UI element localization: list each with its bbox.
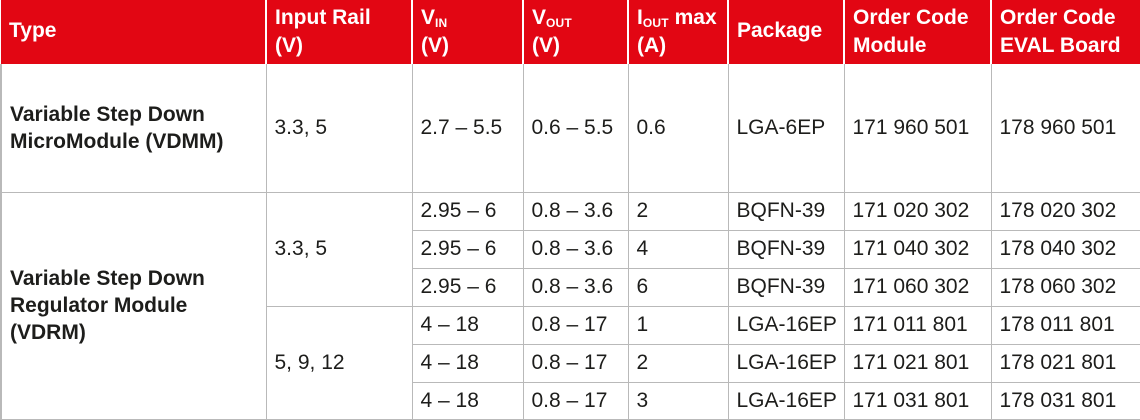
cell-vin: 4 – 18 bbox=[411, 381, 524, 420]
header-line1: Order Code bbox=[1000, 6, 1116, 29]
table-row: 4 – 18 0.8 – 17 3 LGA-16EP 171 031 801 1… bbox=[1, 381, 1140, 420]
cell-vin: 2.7 – 5.5 bbox=[411, 64, 524, 193]
cell-order-code-eval: 178 960 501 bbox=[990, 64, 1140, 193]
cell-order-code-eval: 178 031 801 bbox=[990, 381, 1140, 420]
cell-input-rail: 5, 9, 12 bbox=[265, 305, 413, 420]
header-line1: IOUT max bbox=[637, 6, 717, 31]
cell-input-rail: 3.3, 5 bbox=[265, 64, 413, 193]
cell-package: BQFN-39 bbox=[727, 229, 845, 269]
cell-input-rail: 3.3, 5 bbox=[265, 191, 413, 307]
cell-vin: 4 – 18 bbox=[411, 305, 524, 345]
col-header-iout-max: IOUT max (A) bbox=[627, 0, 728, 64]
header-line2: (V) bbox=[421, 34, 449, 57]
cell-package: LGA-6EP bbox=[727, 64, 845, 193]
header-line2: (V) bbox=[532, 34, 560, 57]
cell-package: LGA-16EP bbox=[727, 381, 845, 420]
cell-type: Variable Step Down MicroModule (VDMM) bbox=[0, 64, 267, 193]
cell-type: Variable Step Down Regulator Module (VDR… bbox=[0, 191, 267, 420]
cell-iout-max: 3 bbox=[627, 381, 729, 420]
cell-package: BQFN-39 bbox=[727, 267, 845, 307]
table-row: Variable Step Down MicroModule (VDMM) 3.… bbox=[0, 64, 1140, 193]
header-line2: Module bbox=[853, 34, 927, 57]
cell-iout-max: 4 bbox=[627, 229, 729, 269]
cell-vout: 0.8 – 3.6 bbox=[522, 267, 629, 307]
header-line1: VOUT bbox=[532, 6, 572, 31]
cell-package: LGA-16EP bbox=[727, 305, 845, 345]
cell-iout-max: 1 bbox=[627, 305, 729, 345]
col-header-input-rail: Input Rail (V) bbox=[265, 0, 412, 64]
table-row: Variable Step Down Regulator Module (VDR… bbox=[0, 191, 1140, 420]
cell-vin: 2.95 – 6 bbox=[411, 229, 524, 269]
header-line2: (V) bbox=[275, 34, 303, 57]
header-line1: Order Code bbox=[853, 6, 969, 29]
cell-order-code-module: 171 021 801 bbox=[843, 343, 992, 383]
table-row: 5, 9, 12 4 – 18 0.8 – 17 1 LGA-16EP 171 … bbox=[1, 305, 1140, 420]
header-line1: Package bbox=[737, 19, 823, 42]
cell-iout-max: 2 bbox=[627, 191, 729, 231]
cell-order-code-module: 171 040 302 bbox=[843, 229, 992, 269]
table-row: 2.95 – 6 0.8 – 3.6 4 BQFN-39 171 040 302… bbox=[1, 229, 1140, 269]
cell-vout: 0.6 – 5.5 bbox=[522, 64, 629, 193]
cell-order-code-eval: 178 021 801 bbox=[990, 343, 1140, 383]
cell-order-code-eval: 178 060 302 bbox=[990, 267, 1140, 307]
cell-vout: 0.8 – 17 bbox=[522, 305, 629, 345]
cell-order-code-eval: 178 020 302 bbox=[990, 191, 1140, 231]
cell-vin: 2.95 – 6 bbox=[411, 191, 524, 231]
cell-order-code-module: 171 060 302 bbox=[843, 267, 992, 307]
col-header-vout: VOUT (V) bbox=[522, 0, 628, 64]
cell-order-code-module: 171 011 801 bbox=[843, 305, 992, 345]
cell-order-code-module: 171 020 302 bbox=[843, 191, 992, 231]
col-header-vin: VIN (V) bbox=[411, 0, 523, 64]
col-header-order-code-eval: Order Code EVAL Board bbox=[990, 0, 1140, 64]
cell-vout: 0.8 – 3.6 bbox=[522, 191, 629, 231]
cell-order-code-module: 171 960 501 bbox=[843, 64, 992, 193]
header-line2: EVAL Board bbox=[1000, 34, 1121, 57]
cell-package: LGA-16EP bbox=[727, 343, 845, 383]
cell-iout-max: 2 bbox=[627, 343, 729, 383]
cell-iout-max: 0.6 bbox=[627, 64, 729, 193]
cell-vout: 0.8 – 17 bbox=[522, 381, 629, 420]
cell-vin: 4 – 18 bbox=[411, 343, 524, 383]
table-row: 4 – 18 0.8 – 17 2 LGA-16EP 171 021 801 1… bbox=[1, 343, 1140, 383]
header-line2: (A) bbox=[637, 34, 667, 57]
header-row: Type Input Rail (V) VIN (V) VOUT (V) IOU… bbox=[1, 0, 1140, 64]
col-header-type: Type bbox=[1, 0, 266, 64]
cell-package: BQFN-39 bbox=[727, 191, 845, 231]
cell-order-code-eval: 178 040 302 bbox=[990, 229, 1140, 269]
cell-order-code-module: 171 031 801 bbox=[843, 381, 992, 420]
header-line1: Input Rail bbox=[275, 6, 371, 29]
cell-order-code-eval: 178 011 801 bbox=[990, 305, 1140, 345]
header-line1: Type bbox=[9, 19, 57, 42]
col-header-order-code-module: Order Code Module bbox=[843, 0, 991, 64]
cell-vout: 0.8 – 3.6 bbox=[522, 229, 629, 269]
cell-iout-max: 6 bbox=[627, 267, 729, 307]
col-header-package: Package bbox=[727, 0, 844, 64]
header-line1: VIN bbox=[421, 6, 448, 31]
cell-vin: 2.95 – 6 bbox=[411, 267, 524, 307]
cell-vout: 0.8 – 17 bbox=[522, 343, 629, 383]
